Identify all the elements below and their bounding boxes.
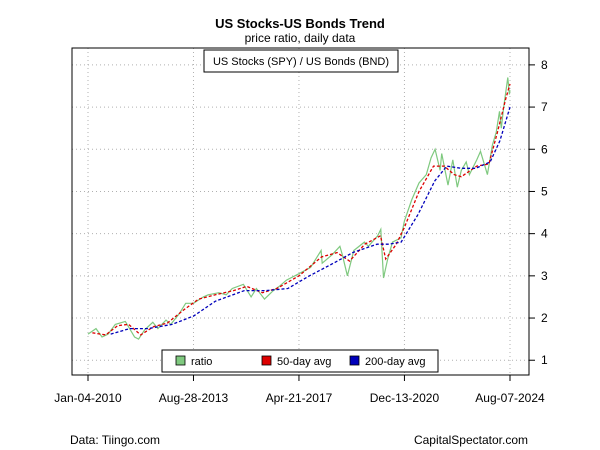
legend-box (161, 349, 439, 373)
y-axis: 1 2 3 4 5 6 7 8 (529, 58, 548, 367)
gridlines (72, 48, 529, 375)
x-axis: Jan-04-2010 Aug-28-2013 Apr-21-2017 Dec-13-… (54, 375, 545, 405)
legend: ratio 50-day avg 200-day avg (161, 349, 439, 373)
x-tick-label: Dec-13-2020 (370, 391, 440, 405)
legend-swatch (261, 355, 272, 366)
series-lines (87, 77, 511, 340)
series-line-200-day-avg (110, 106, 511, 335)
footer-site: CapitalSpectator.com (414, 433, 528, 447)
chart-title: US Stocks-US Bonds Trend (215, 16, 385, 31)
x-tick-label: Apr-21-2017 (266, 391, 333, 405)
footer-source: Data: Tiingo.com (70, 433, 160, 447)
x-tick-label: Jan-04-2010 (54, 391, 122, 405)
legend-label: 200-day avg (365, 356, 426, 368)
plot-frame (71, 47, 530, 376)
y-tick-label: 2 (541, 311, 548, 325)
series-label: US Stocks (SPY) / US Bonds (BND) (213, 56, 389, 68)
y-tick-label: 8 (541, 58, 548, 72)
x-tick-label: Aug-28-2013 (159, 391, 229, 405)
y-tick-label: 6 (541, 142, 548, 156)
series-line-50-day-avg (92, 83, 511, 336)
chart-subtitle: price ratio, daily data (245, 31, 356, 45)
y-tick-label: 7 (541, 100, 548, 114)
series-label-box (203, 49, 399, 73)
x-tick-label: Aug-07-2024 (475, 391, 545, 405)
y-tick-label: 3 (541, 269, 548, 283)
legend-swatch (175, 355, 186, 366)
y-tick-label: 1 (541, 353, 548, 367)
y-tick-label: 4 (541, 227, 548, 241)
legend-label: ratio (191, 356, 212, 368)
legend-swatch (349, 355, 360, 366)
y-tick-label: 5 (541, 184, 548, 198)
legend-label: 50-day avg (277, 356, 331, 368)
